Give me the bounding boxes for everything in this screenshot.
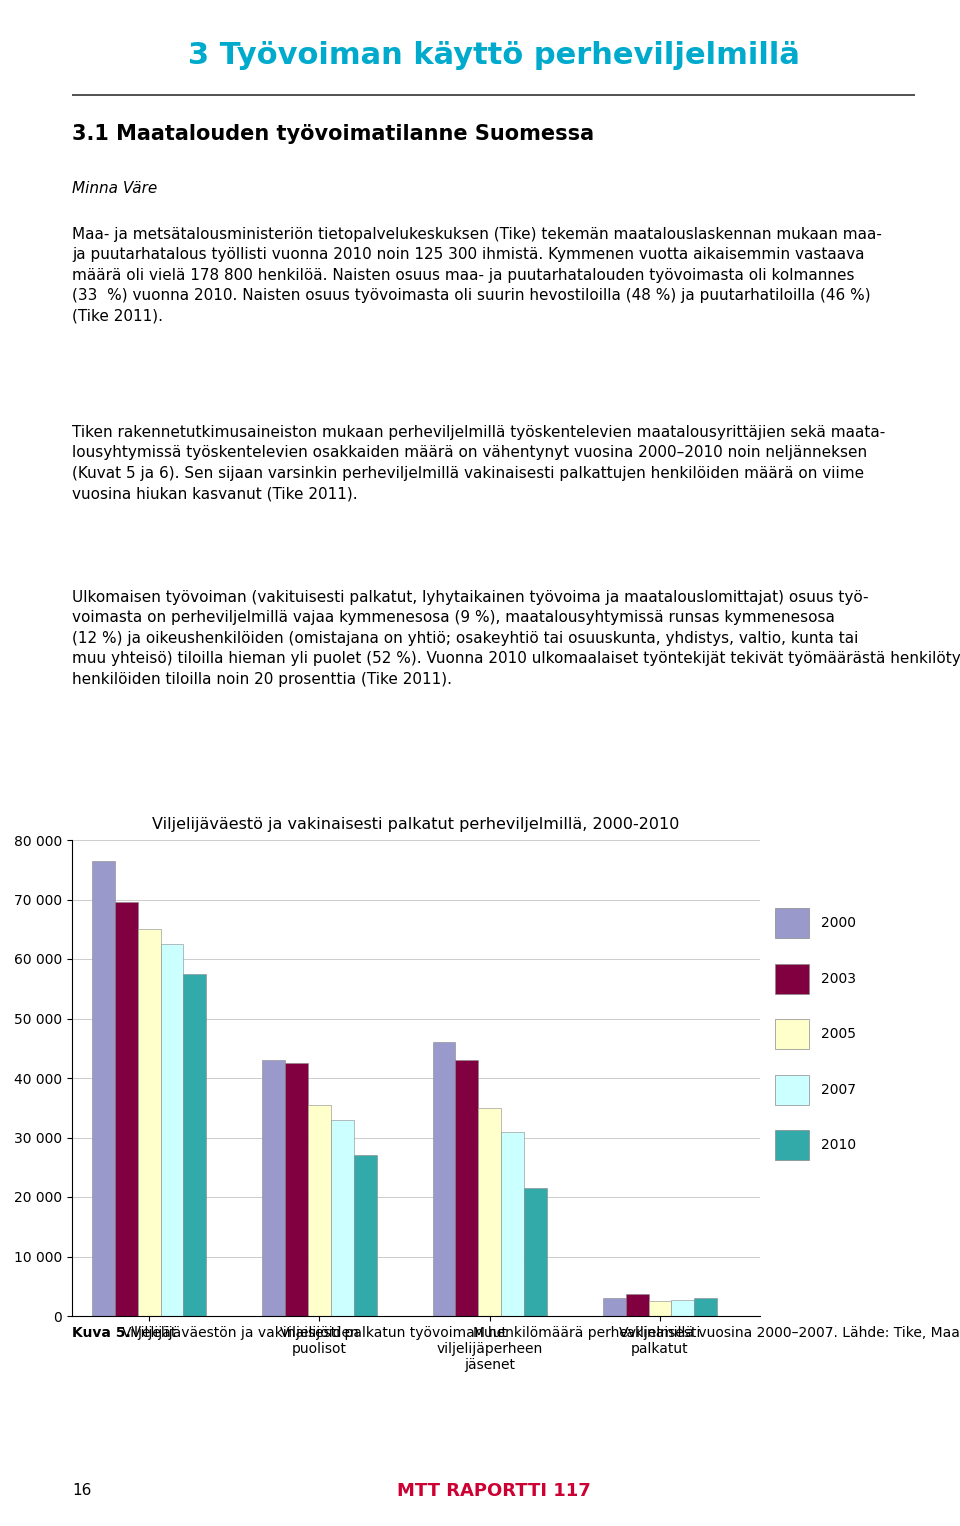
Bar — [649, 1302, 671, 1315]
Bar — [308, 1105, 331, 1315]
Bar — [478, 1108, 501, 1315]
Bar — [603, 1299, 626, 1315]
Bar — [331, 1120, 353, 1315]
Text: Ulkomaisen työvoiman (vakituisesti palkatut, lyhytaikainen työvoima ja maatalous: Ulkomaisen työvoiman (vakituisesti palka… — [72, 591, 960, 687]
Text: Kuva 5.: Kuva 5. — [72, 1326, 131, 1340]
Bar — [138, 929, 160, 1315]
FancyBboxPatch shape — [775, 1019, 808, 1050]
Title: Viljelijäväestö ja vakinaisesti palkatut perheviljelmillä, 2000-2010: Viljelijäväestö ja vakinaisesti palkatut… — [153, 816, 680, 832]
Bar — [115, 902, 138, 1315]
Bar — [183, 974, 206, 1315]
FancyBboxPatch shape — [775, 1074, 808, 1105]
Text: Viljelijäväestön ja vakinaisesti palkatun työvoiman henkilömäärä perheviljelmill: Viljelijäväestön ja vakinaisesti palkatu… — [127, 1326, 960, 1340]
Text: 2000: 2000 — [821, 916, 855, 931]
Bar — [626, 1294, 649, 1315]
Bar — [92, 861, 115, 1315]
Text: 2003: 2003 — [821, 972, 855, 986]
Bar — [455, 1061, 478, 1315]
FancyBboxPatch shape — [775, 964, 808, 993]
Bar — [285, 1064, 308, 1315]
Text: Minna Väre: Minna Väre — [72, 182, 157, 197]
FancyBboxPatch shape — [775, 1131, 808, 1160]
Bar — [671, 1300, 694, 1315]
Text: 3.1 Maatalouden työvoimatilanne Suomessa: 3.1 Maatalouden työvoimatilanne Suomessa — [72, 124, 594, 143]
Bar — [353, 1155, 376, 1315]
Text: 3 Työvoiman käyttö perheviljelmillä: 3 Työvoiman käyttö perheviljelmillä — [187, 41, 800, 70]
Text: Tiken rakennetutkimusaineiston mukaan perheviljelmillä työskentelevien maatalous: Tiken rakennetutkimusaineiston mukaan pe… — [72, 426, 885, 501]
Bar — [524, 1189, 547, 1315]
Text: Maa- ja metsätalousministeriön tietopalvelukeskuksen (Tike) tekemän maatalouslas: Maa- ja metsätalousministeriön tietopalv… — [72, 227, 882, 324]
Text: 16: 16 — [72, 1483, 91, 1499]
Bar — [501, 1132, 524, 1315]
Text: 2007: 2007 — [821, 1083, 855, 1097]
Text: MTT RAPORTTI 117: MTT RAPORTTI 117 — [396, 1482, 590, 1500]
Text: 2005: 2005 — [821, 1027, 855, 1041]
Text: 2010: 2010 — [821, 1138, 855, 1152]
Bar — [160, 945, 183, 1315]
Bar — [433, 1042, 455, 1315]
FancyBboxPatch shape — [775, 908, 808, 938]
Bar — [694, 1299, 717, 1315]
Bar — [262, 1061, 285, 1315]
